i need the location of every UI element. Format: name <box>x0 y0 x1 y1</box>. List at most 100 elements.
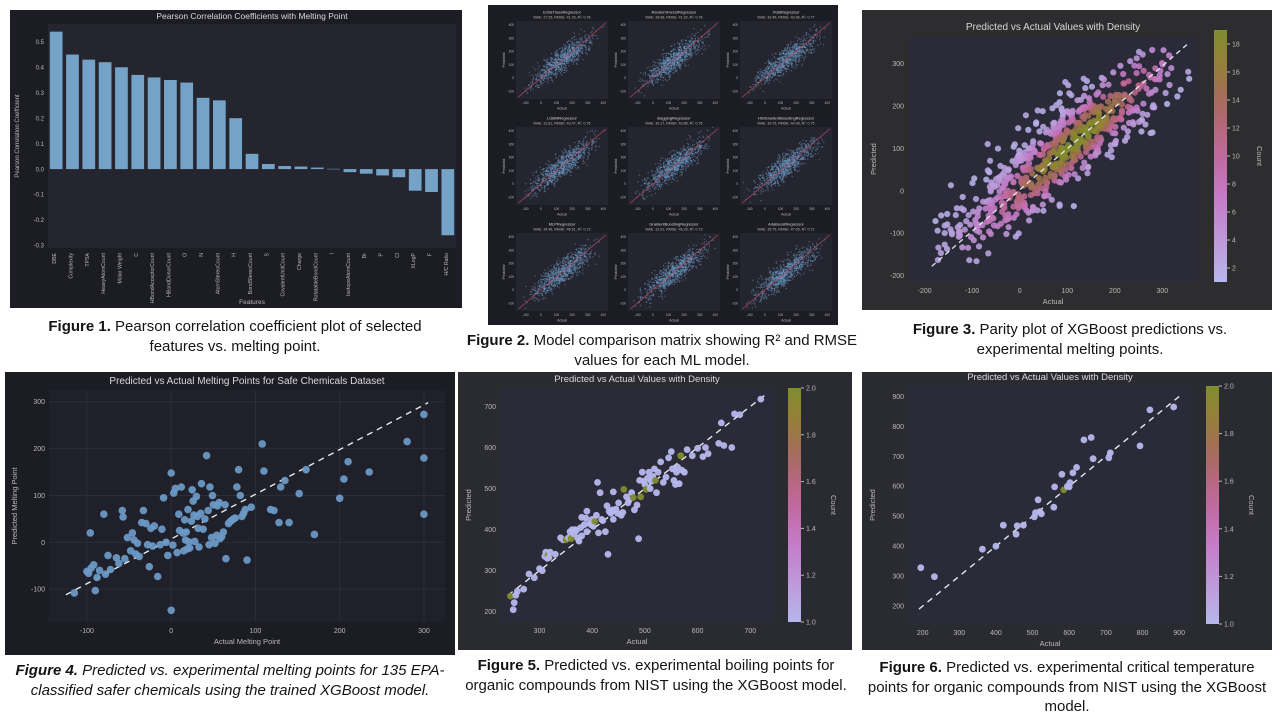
svg-text:IsotopeAtomCount: IsotopeAtomCount <box>346 252 352 296</box>
svg-text:I: I <box>330 253 336 254</box>
figure-3-panel: -200 -100 0 100 200 300 -200 -100 0 100 200 300 Pred… <box>862 10 1272 310</box>
svg-text:400: 400 <box>733 23 739 27</box>
svg-text:200: 200 <box>681 101 687 105</box>
svg-text:Charge: Charge <box>297 253 303 270</box>
svg-text:0: 0 <box>540 101 542 105</box>
svg-text:100: 100 <box>621 63 627 67</box>
svg-text:H: H <box>232 253 238 257</box>
svg-text:100: 100 <box>554 101 560 105</box>
figure-5-density-plot: 300 400 500 600 700200300400500600700Predict… <box>458 372 852 650</box>
figure-6-panel: 200 300 400 500 600 700 800 900 200 300 400 500 600 7… <box>862 372 1272 650</box>
svg-text:-0.1: -0.1 <box>34 193 45 199</box>
figure-4-caption-text: Predicted vs. experimental melting point… <box>30 662 445 699</box>
svg-text:0.2: 0.2 <box>36 116 45 122</box>
figure-6-caption: Figure 6. Predicted vs. experimental cri… <box>866 658 1268 717</box>
svg-text:C: C <box>134 253 140 257</box>
svg-text:Actual: Actual <box>557 107 567 111</box>
svg-text:Actual: Actual <box>669 213 679 217</box>
svg-text:DBE: DBE <box>52 252 58 263</box>
svg-text:400: 400 <box>621 129 627 133</box>
svg-text:LGBMRegressor: LGBMRegressor <box>547 116 577 121</box>
svg-text:0: 0 <box>540 207 542 211</box>
svg-text:200: 200 <box>793 101 799 105</box>
svg-text:0.1: 0.1 <box>36 142 45 148</box>
figure-3-caption-text: Parity plot of XGBoost predictions vs. e… <box>975 321 1228 358</box>
svg-text:0.0: 0.0 <box>36 167 45 173</box>
svg-text:0.5: 0.5 <box>36 40 45 46</box>
svg-text:ExtraTreesRegressor: ExtraTreesRegressor <box>543 10 582 15</box>
svg-text:-100: -100 <box>732 89 739 93</box>
svg-text:300: 300 <box>733 36 739 40</box>
svg-text:-100: -100 <box>634 207 641 211</box>
svg-text:400: 400 <box>713 207 719 211</box>
svg-text:MAE: 30.17, RMSE: 43.88, R²: 0: MAE: 30.17, RMSE: 43.88, R²: 0.76 <box>646 122 703 126</box>
svg-text:-100: -100 <box>634 101 641 105</box>
svg-text:-100: -100 <box>522 207 529 211</box>
svg-text:300: 300 <box>509 36 515 40</box>
svg-text:HeavyAtomCount: HeavyAtomCount <box>101 252 107 293</box>
svg-text:S: S <box>264 252 270 256</box>
figure-5-caption-text: Predicted vs. experimental boiling point… <box>465 657 847 694</box>
svg-text:Predicted: Predicted <box>502 159 506 174</box>
figure-5-caption-label: Figure 5. <box>477 657 541 674</box>
svg-text:0.4: 0.4 <box>36 65 45 71</box>
svg-text:0: 0 <box>512 76 514 80</box>
figure-1-caption-text: Pearson correlation coefficient plot of … <box>110 318 422 355</box>
figure-6-caption-text: Predicted vs. experimental critical temp… <box>867 659 1267 715</box>
svg-text:100: 100 <box>509 63 515 67</box>
figure-2-caption-label: Figure 2. <box>466 332 530 349</box>
svg-text:F: F <box>428 253 434 256</box>
svg-text:O: O <box>183 253 189 257</box>
svg-text:RotatableBondCount: RotatableBondCount <box>313 252 319 301</box>
svg-text:400: 400 <box>601 207 607 211</box>
svg-text:Pearson Correlation Coefficien: Pearson Correlation Coefficient <box>15 94 21 178</box>
svg-text:MAE: 30.75, RMSE: 44.08, R²: 0: MAE: 30.75, RMSE: 44.08, R²: 0.75 <box>758 122 815 126</box>
svg-text:HBondDonorCount: HBondDonorCount <box>166 252 172 296</box>
svg-text:400: 400 <box>825 101 831 105</box>
svg-text:Predicted: Predicted <box>614 159 618 174</box>
svg-text:100: 100 <box>554 207 560 211</box>
svg-text:200: 200 <box>621 156 627 160</box>
svg-text:-100: -100 <box>508 89 515 93</box>
figure-3-caption-label: Figure 3. <box>912 321 976 338</box>
svg-text:Actual: Actual <box>781 107 791 111</box>
svg-text:MAE: 28.08, RMSE: 41.32, R²: 0: MAE: 28.08, RMSE: 41.32, R²: 0.78 <box>646 16 703 20</box>
svg-text:N: N <box>199 253 205 257</box>
svg-text:MAE: 31.61, RMSE: 43.47, R²: 0: MAE: 31.61, RMSE: 43.47, R²: 0.76 <box>534 122 591 126</box>
svg-text:Br: Br <box>362 253 368 258</box>
svg-text:BaggingRegressor: BaggingRegressor <box>657 116 691 121</box>
svg-text:400: 400 <box>509 129 515 133</box>
svg-text:XGBRegressor: XGBRegressor <box>773 10 801 15</box>
figure-4-caption-label: Figure 4. <box>15 662 78 679</box>
figure-4-panel: -100 0 100 200 300 -100 0 100 200 300 Predicted vs… <box>5 372 455 655</box>
svg-text:100: 100 <box>621 169 627 173</box>
svg-text:Complexity: Complexity <box>68 253 74 279</box>
svg-text:400: 400 <box>601 101 607 105</box>
svg-text:AtomStereoCount: AtomStereoCount <box>215 252 221 294</box>
svg-text:Predicted: Predicted <box>726 53 730 68</box>
svg-text:100: 100 <box>509 169 515 173</box>
svg-text:H/C Ratio: H/C Ratio <box>444 253 450 276</box>
svg-text:P: P <box>379 252 385 256</box>
figure-4-caption: Figure 4. Predicted vs. experimental mel… <box>10 661 450 700</box>
svg-text:300: 300 <box>809 101 815 105</box>
svg-text:Cl: Cl <box>395 253 401 258</box>
svg-text:0.3: 0.3 <box>36 91 45 97</box>
svg-text:Actual: Actual <box>669 107 679 111</box>
svg-text:300: 300 <box>621 142 627 146</box>
svg-text:0: 0 <box>624 76 626 80</box>
svg-text:0: 0 <box>624 182 626 186</box>
figure-1-caption: Figure 1. Pearson correlation coefficien… <box>20 317 450 356</box>
svg-text:Actual: Actual <box>557 213 567 217</box>
svg-text:300: 300 <box>509 142 515 146</box>
svg-text:-0.3: -0.3 <box>34 244 45 250</box>
figure-1-panel: 0.5 0.4 0.3 0.2 0.1 0.0 -0.1 -0.2 -0.3 DBE Complex… <box>10 10 462 308</box>
figure-1-caption-label: Figure 1. <box>48 318 111 335</box>
svg-text:BondStereoCount: BondStereoCount <box>248 252 254 294</box>
svg-text:MAE: 30.45, RMSE: 42.46, R²: 0: MAE: 30.45, RMSE: 42.46, R²: 0.77 <box>758 16 815 20</box>
figure-6-density-plot: 200 300 400 500 600 700 800 9002003004005006007… <box>862 372 1272 650</box>
svg-text:-100: -100 <box>620 195 627 199</box>
svg-text:Molar Weight: Molar Weight <box>117 252 123 283</box>
svg-text:RandomForestRegressor: RandomForestRegressor <box>652 10 698 15</box>
